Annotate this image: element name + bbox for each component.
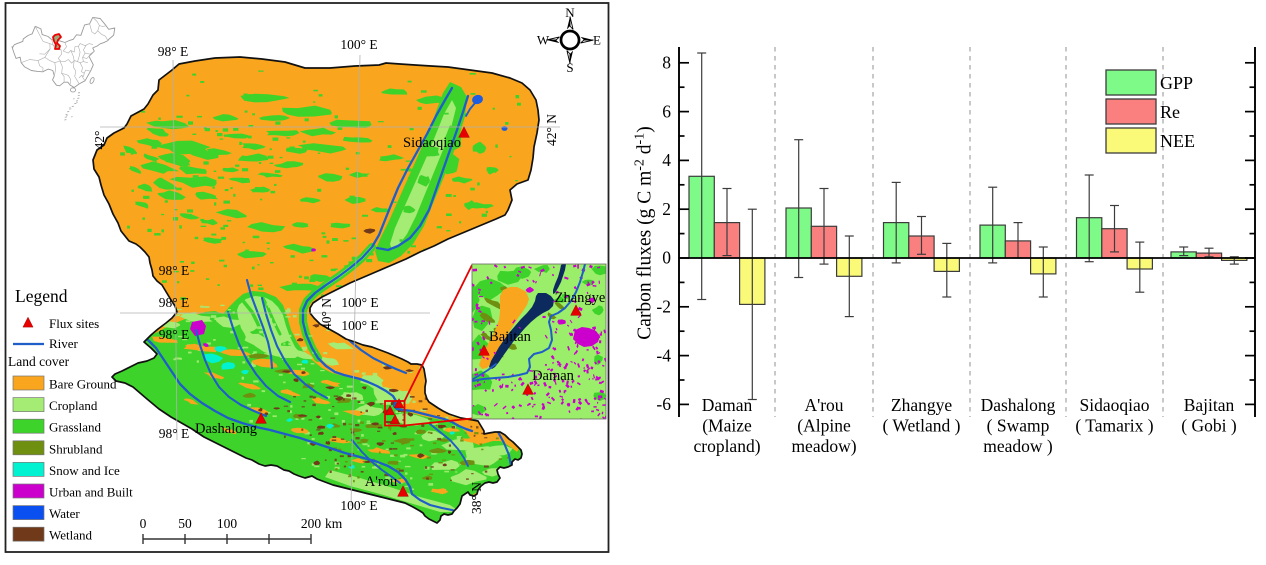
svg-text:Bare Ground: Bare Ground	[49, 377, 117, 392]
svg-text:Sidaoqiao: Sidaoqiao	[403, 135, 461, 151]
svg-text:GPP: GPP	[1160, 73, 1193, 93]
svg-text:50: 50	[178, 516, 192, 531]
svg-text:(Alpine: (Alpine	[797, 416, 851, 436]
svg-text:Legend: Legend	[15, 286, 68, 306]
svg-text:100° E: 100° E	[341, 318, 378, 333]
svg-text:( Tamarix ): ( Tamarix )	[1075, 416, 1153, 436]
svg-text:Snow and Ice: Snow and Ice	[49, 463, 120, 478]
svg-text:NEE: NEE	[1160, 131, 1195, 151]
svg-text:100° E: 100° E	[340, 498, 377, 513]
svg-text:-4: -4	[656, 345, 671, 365]
svg-text:( Gobi ): ( Gobi )	[1181, 416, 1237, 436]
svg-text:98° E: 98° E	[158, 44, 189, 59]
svg-text:Flux sites: Flux sites	[49, 316, 99, 331]
svg-text:Dashalong: Dashalong	[981, 395, 1056, 415]
svg-text:Land cover: Land cover	[8, 354, 70, 369]
svg-text:River: River	[49, 336, 79, 351]
svg-text:0: 0	[662, 248, 671, 268]
svg-text:38° N: 38° N	[469, 482, 484, 514]
svg-text:-6: -6	[656, 394, 671, 414]
svg-text:42° N: 42° N	[544, 114, 559, 146]
svg-text:Dashalong: Dashalong	[195, 421, 257, 437]
svg-text:40° N: 40° N	[319, 298, 334, 330]
svg-text:Grassland: Grassland	[49, 420, 101, 435]
svg-text:( Swamp: ( Swamp	[987, 416, 1050, 436]
svg-text:km: km	[325, 516, 343, 531]
svg-text:N: N	[565, 5, 575, 20]
svg-text:100° E: 100° E	[340, 37, 377, 52]
svg-text:Water: Water	[49, 506, 80, 521]
svg-text:Wetland: Wetland	[49, 528, 92, 543]
svg-text:cropland): cropland)	[693, 436, 760, 456]
svg-text:4: 4	[662, 150, 671, 170]
svg-text:Bajitan: Bajitan	[1184, 395, 1235, 415]
svg-text:42°: 42°	[92, 131, 107, 150]
svg-text:100: 100	[217, 516, 238, 531]
svg-text:Bajitan: Bajitan	[489, 329, 532, 345]
svg-text:Cropland: Cropland	[49, 398, 98, 413]
svg-text:E: E	[593, 33, 601, 48]
svg-text:meadow ): meadow )	[983, 436, 1053, 456]
svg-text:S: S	[566, 60, 573, 75]
svg-text:Urban and Built: Urban and Built	[49, 485, 133, 500]
svg-text:0: 0	[140, 516, 147, 531]
svg-text:-2: -2	[656, 297, 671, 317]
svg-text:Zhangye: Zhangye	[555, 290, 606, 306]
svg-text:Daman: Daman	[702, 395, 753, 415]
svg-text:(Maize: (Maize	[702, 416, 752, 436]
svg-text:98° E: 98° E	[159, 426, 190, 441]
svg-text:A'rou: A'rou	[804, 395, 843, 415]
svg-text:100° E: 100° E	[341, 295, 378, 310]
svg-text:8: 8	[662, 53, 671, 73]
svg-text:Daman: Daman	[532, 368, 575, 384]
svg-text:Carbon fluxes (g C m-2 d-1): Carbon fluxes (g C m-2 d-1)	[632, 126, 656, 339]
svg-text:2: 2	[662, 199, 671, 219]
svg-text:Sidaoqiao: Sidaoqiao	[1080, 395, 1150, 415]
svg-text:Re: Re	[1160, 102, 1180, 122]
svg-text:98° E: 98° E	[159, 263, 190, 278]
svg-text:A'rou: A'rou	[365, 474, 397, 490]
svg-text:Shrubland: Shrubland	[49, 441, 103, 456]
svg-text:6: 6	[662, 101, 671, 121]
svg-text:98° E: 98° E	[159, 295, 190, 310]
svg-text:Zhangye: Zhangye	[891, 395, 952, 415]
svg-text:200: 200	[301, 516, 322, 531]
svg-text:( Wetland ): ( Wetland )	[883, 416, 961, 436]
svg-text:meadow): meadow)	[791, 436, 856, 456]
svg-text:98° E: 98° E	[159, 327, 190, 342]
svg-text:W: W	[537, 33, 550, 48]
